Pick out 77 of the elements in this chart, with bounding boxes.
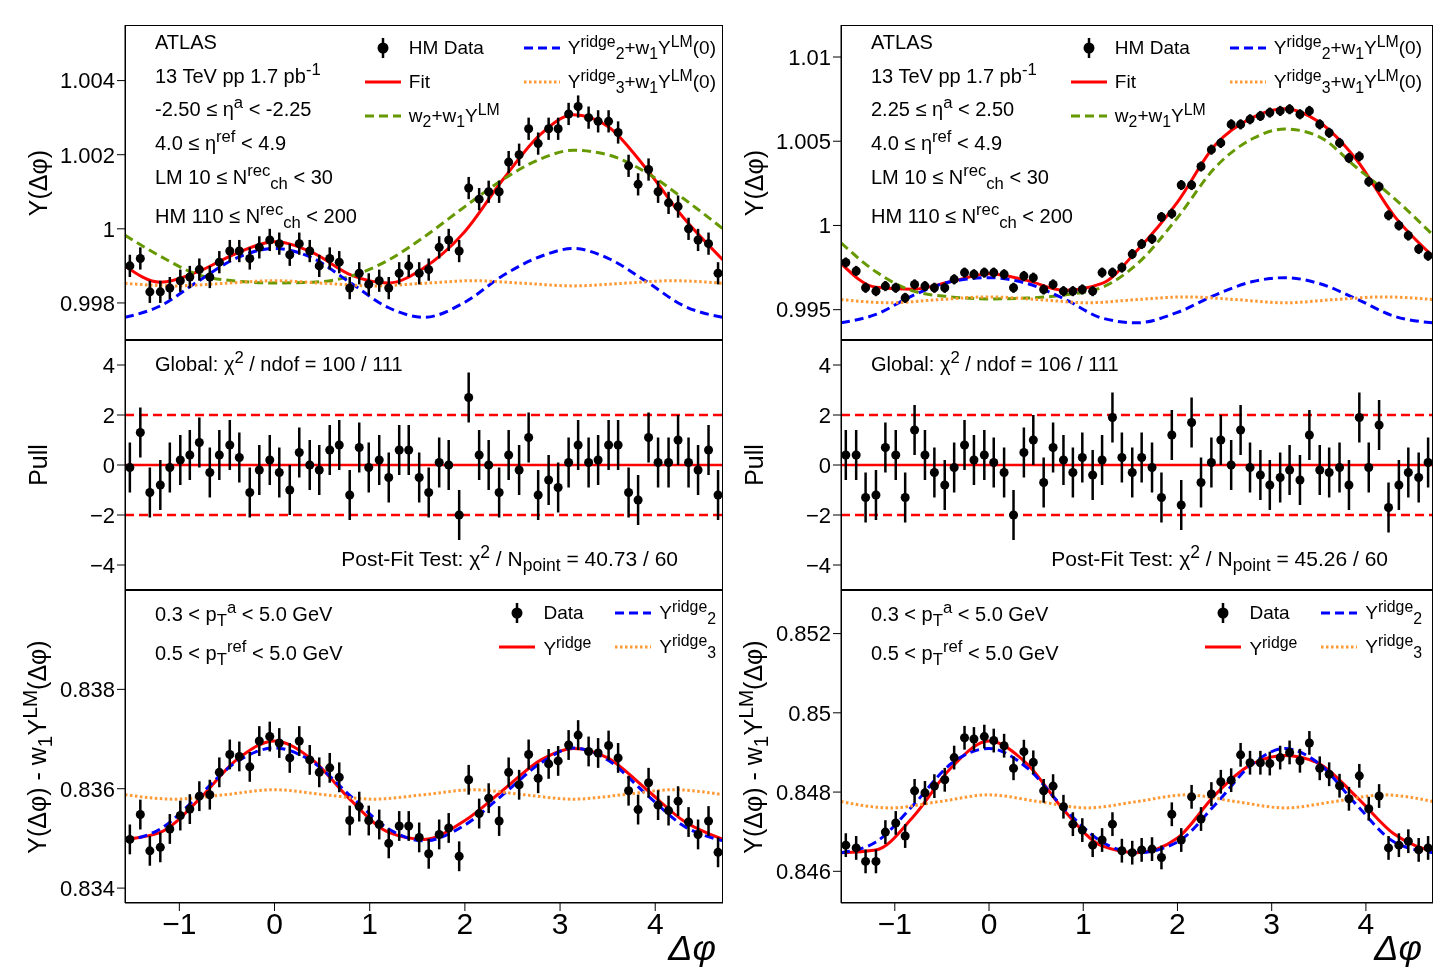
legend-label: Y$^{ridge}$$_{2}$+w$_{1}$Y$^{LM}$(0)	[1273, 33, 1422, 64]
x-tick-label: 0	[980, 907, 998, 941]
y-tick-label: −2	[89, 502, 115, 528]
legend-label: HM Data	[408, 37, 484, 60]
y-axis-title: Pull	[23, 444, 52, 486]
x-axis-title: Δφ	[1374, 927, 1422, 968]
x-axis-title: Δφ	[668, 927, 716, 968]
annotation: ATLAS	[871, 31, 933, 53]
legend-label: Data	[1249, 602, 1290, 625]
annotation: -2.50 ≤ η$^{a}$ < -2.25	[155, 93, 312, 121]
y-tick-label: 4	[102, 352, 115, 378]
y-tick-label: 0	[102, 452, 115, 478]
legend-label: w$_{2}$+w$_{1}$Y$^{LM}$	[1114, 101, 1206, 132]
y-tick-label: 1.01	[788, 44, 831, 70]
legend-label: HM Data	[1114, 37, 1190, 60]
legend-label: Y$^{ridge}$$_{2}$+w$_{1}$Y$^{LM}$(0)	[567, 33, 716, 64]
x-tick-label: 4	[646, 907, 664, 941]
y-tick-label: 0	[818, 452, 831, 478]
legend-label: Y$^{ridge}$$_{3}$+w$_{1}$Y$^{LM}$(0)	[567, 67, 716, 98]
legend-label: Fit	[408, 71, 430, 94]
annotation: 0.3 < p$_{T}$$^{a}$ < 5.0 GeV	[871, 598, 1049, 630]
legend-label: Data	[543, 602, 584, 625]
x-tick-label: 0	[266, 907, 283, 941]
x-tick-label: 2	[456, 907, 474, 941]
y-tick-label: 2	[102, 402, 115, 428]
annotation: HM 110 ≤ N$^{rec}$$_{ch}$ < 200	[871, 200, 1073, 233]
x-tick-label: 1	[1074, 907, 1092, 941]
x-tick-label: 3	[1263, 907, 1281, 941]
y-tick-label: 0.846	[775, 859, 831, 885]
y-axis-title: Y(Δφ)	[23, 149, 52, 216]
legend-label: Y$^{ridge}$	[1249, 634, 1298, 661]
annotation: Post-Fit Test: χ$^{2}$ / N$_{point}$ = 40.73 / 60	[341, 542, 678, 576]
annotation: ATLAS	[155, 31, 217, 53]
annotation: Global: χ$^{2}$ / ndof = 100 / 111	[155, 348, 403, 375]
y-tick-label: −2	[805, 502, 831, 528]
annotation: Global: χ$^{2}$ / ndof = 106 / 111	[871, 348, 1119, 375]
y-tick-label: 1.005	[775, 129, 831, 155]
annotation: 0.3 < p$_{T}$$^{a}$ < 5.0 GeV	[155, 598, 333, 630]
y-tick-label: 0.838	[59, 677, 115, 703]
y-tick-label: 0.998	[59, 290, 115, 316]
y-tick-label: 0.848	[775, 779, 831, 805]
y-tick-label: 1.002	[59, 142, 115, 168]
x-tick-label: 4	[1357, 907, 1375, 941]
annotation: 4.0 ≤ η$^{ref}$ < 4.9	[871, 127, 1003, 154]
legend-label: Y$^{ridge}$$_{3}$+w$_{1}$Y$^{LM}$(0)	[1273, 67, 1422, 98]
annotation: LM 10 ≤ N$^{rec}$$_{ch}$ < 30	[871, 160, 1049, 193]
x-tick-label: 3	[551, 907, 569, 941]
y-tick-label: 1	[818, 213, 831, 239]
y-tick-label: −4	[89, 552, 115, 578]
legend-label: Fit	[1114, 71, 1136, 94]
y-tick-label: 1	[102, 216, 115, 242]
annotation: 2.25 ≤ η$^{a}$ < 2.50	[871, 93, 1015, 121]
annotation: 0.5 < p$_{T}$$^{ref}$ < 5.0 GeV	[871, 637, 1059, 670]
y-tick-label: 0.85	[788, 700, 831, 726]
annotation: Post-Fit Test: χ$^{2}$ / N$_{point}$ = 45.26 / 60	[1051, 542, 1388, 576]
x-tick-label: 1	[361, 907, 379, 941]
annotation: 13 TeV pp 1.7 pb$^{-1}$	[155, 60, 321, 87]
y-axis-title: Y(Δφ)	[739, 149, 768, 216]
y-tick-label: 0.834	[59, 875, 115, 901]
y-tick-label: 0.836	[59, 776, 115, 802]
y-axis-title: Pull	[739, 444, 768, 486]
y-tick-label: 2	[818, 402, 831, 428]
y-tick-label: 0.852	[775, 621, 831, 647]
legend-label: w$_{2}$+w$_{1}$Y$^{LM}$	[408, 101, 500, 132]
y-tick-label: 4	[818, 352, 831, 378]
annotation: 4.0 ≤ η$^{ref}$ < 4.9	[155, 127, 287, 154]
annotation: HM 110 ≤ N$^{rec}$$_{ch}$ < 200	[155, 200, 357, 233]
annotation: LM 10 ≤ N$^{rec}$$_{ch}$ < 30	[155, 160, 333, 193]
annotation: 13 TeV pp 1.7 pb$^{-1}$	[871, 60, 1037, 87]
x-tick-label: −1	[162, 907, 197, 941]
annotation: 0.5 < p$_{T}$$^{ref}$ < 5.0 GeV	[155, 637, 343, 670]
y-tick-label: 0.995	[775, 297, 831, 323]
x-tick-label: 2	[1169, 907, 1186, 941]
y-tick-label: 1.004	[59, 68, 115, 94]
legend-label: Y$^{ridge}$	[543, 634, 592, 661]
y-tick-label: −4	[805, 552, 831, 578]
x-tick-label: −1	[877, 907, 912, 941]
